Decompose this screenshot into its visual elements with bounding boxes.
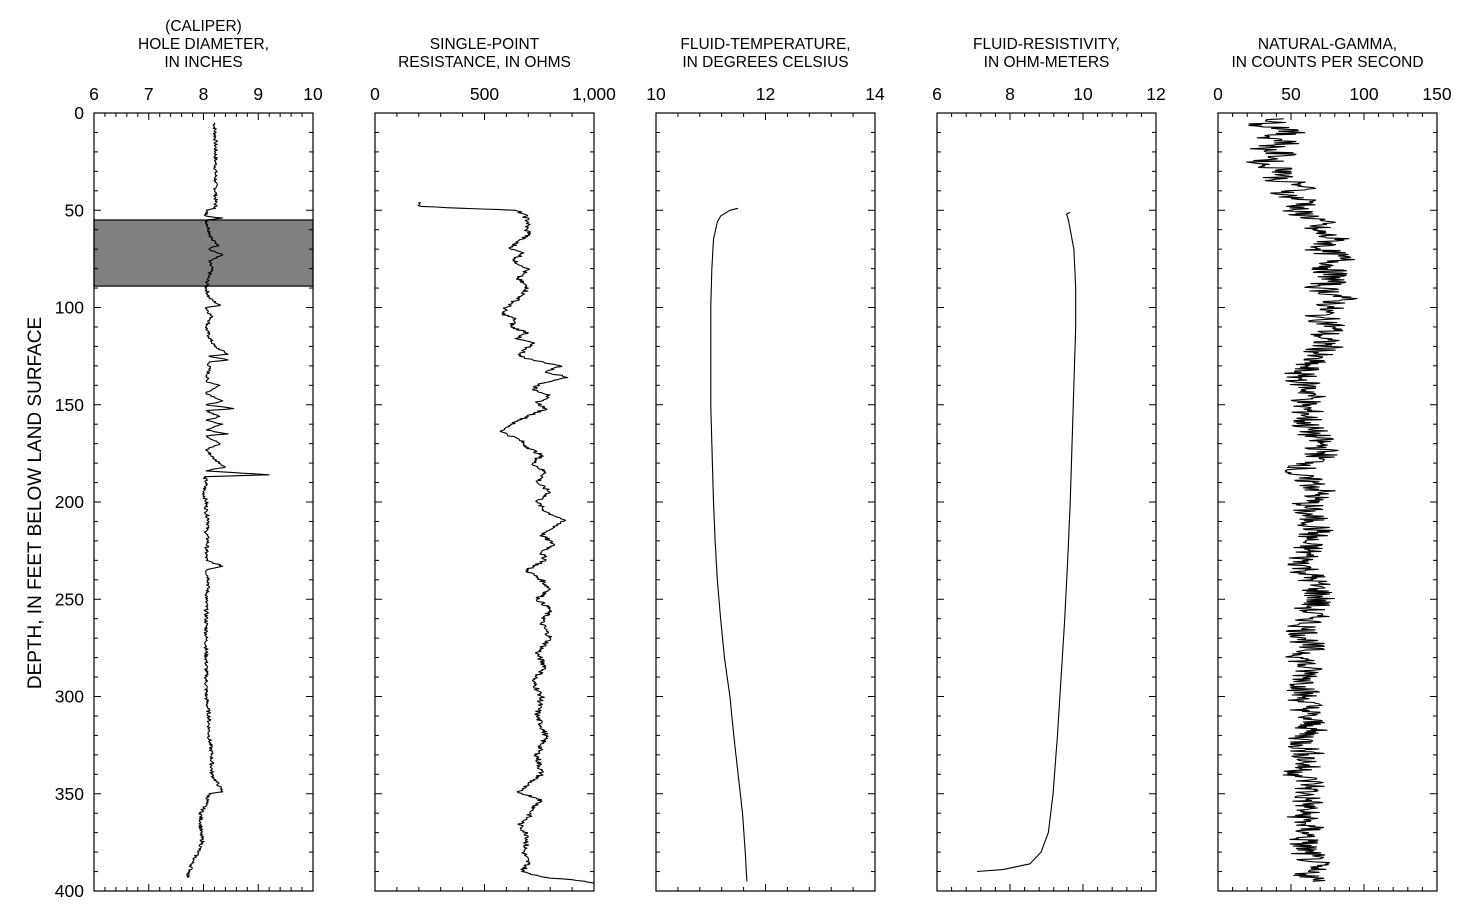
tick-marks [1217,112,1438,892]
log-trace-caliper [186,122,270,878]
panel-gamma: NATURAL-GAMMA,IN COUNTS PER SECOND 0 50 100… [1213,36,1452,892]
panel-title-line: (CALIPER) [165,18,242,35]
panel-title-line: FLUID-TEMPERATURE, [680,36,850,53]
tick-marks [655,112,876,892]
y-tick-label: 50 [65,200,85,220]
log-trace-temp [710,207,748,882]
y-tick-label: 200 [55,492,84,512]
x-tick-label: 12 [756,84,775,104]
x-tick-label: 6 [932,84,942,104]
log-trace-fres [977,211,1077,873]
y-tick-labels: 0 50 100 150 200 250 300 350 400 [55,103,84,901]
x-tick-label: 9 [253,84,263,104]
x-tick-label: 14 [865,84,885,104]
x-tick-label: 100 [1349,84,1378,104]
y-tick-label: 150 [55,395,84,415]
panel-title-line: IN DEGREES CELSIUS [682,54,848,71]
x-tick-label: 1,000 [572,84,616,104]
panel-frame [93,112,314,892]
x-tick-label: 6 [89,84,99,104]
log-panels: (CALIPER)HOLE DIAMETER,IN INCHES 6 7 8 9 10 SI… [55,18,1452,901]
x-tick-label: 12 [1146,84,1165,104]
panel-title-line: HOLE DIAMETER, [138,36,269,53]
x-tick-label: 0 [370,84,380,104]
panel-title-line: IN OHM-METERS [984,54,1110,71]
shaded-zone [93,219,314,287]
x-tick-label: 7 [144,84,154,104]
x-tick-label: 150 [1422,84,1451,104]
x-tick-label: 0 [1213,84,1223,104]
panel-title-line: NATURAL-GAMMA, [1258,36,1397,53]
y-tick-label: 0 [74,103,84,123]
tick-marks [936,112,1157,892]
log-trace-spr [417,201,595,884]
y-tick-label: 300 [55,687,84,707]
panel-temp: FLUID-TEMPERATURE,IN DEGREES CELSIUS 10 12… [646,36,885,892]
y-tick-label: 400 [55,881,84,901]
x-tick-label: 500 [470,84,499,104]
panel-caliper: (CALIPER)HOLE DIAMETER,IN INCHES 6 7 8 9 10 [89,18,323,892]
panel-title-line: IN INCHES [164,54,242,71]
y-tick-label: 250 [55,589,84,609]
panel-fres: FLUID-RESISTIVITY,IN OHM-METERS 6 8 10 12 [932,36,1166,892]
y-tick-label: 100 [55,298,84,318]
panel-title-line: FLUID-RESISTIVITY, [973,36,1120,53]
panel-title-line: RESISTANCE, IN OHMS [398,54,571,71]
panel-title-line: IN COUNTS PER SECOND [1231,54,1423,71]
panel-frame [374,112,595,892]
tick-marks [374,112,595,892]
y-axis-label: DEPTH, IN FEET BELOW LAND SURFACE [25,317,46,689]
panel-frame [1217,112,1438,892]
panel-frame [936,112,1157,892]
x-tick-label: 50 [1281,84,1301,104]
panel-frame [655,112,876,892]
log-trace-gamma [1246,118,1358,882]
x-tick-label: 10 [1073,84,1093,104]
panel-title-line: SINGLE-POINT [430,36,540,53]
y-tick-label: 350 [55,784,84,804]
x-tick-label: 10 [646,84,666,104]
x-tick-label: 8 [1005,84,1015,104]
x-tick-label: 10 [303,84,323,104]
x-tick-label: 8 [199,84,209,104]
